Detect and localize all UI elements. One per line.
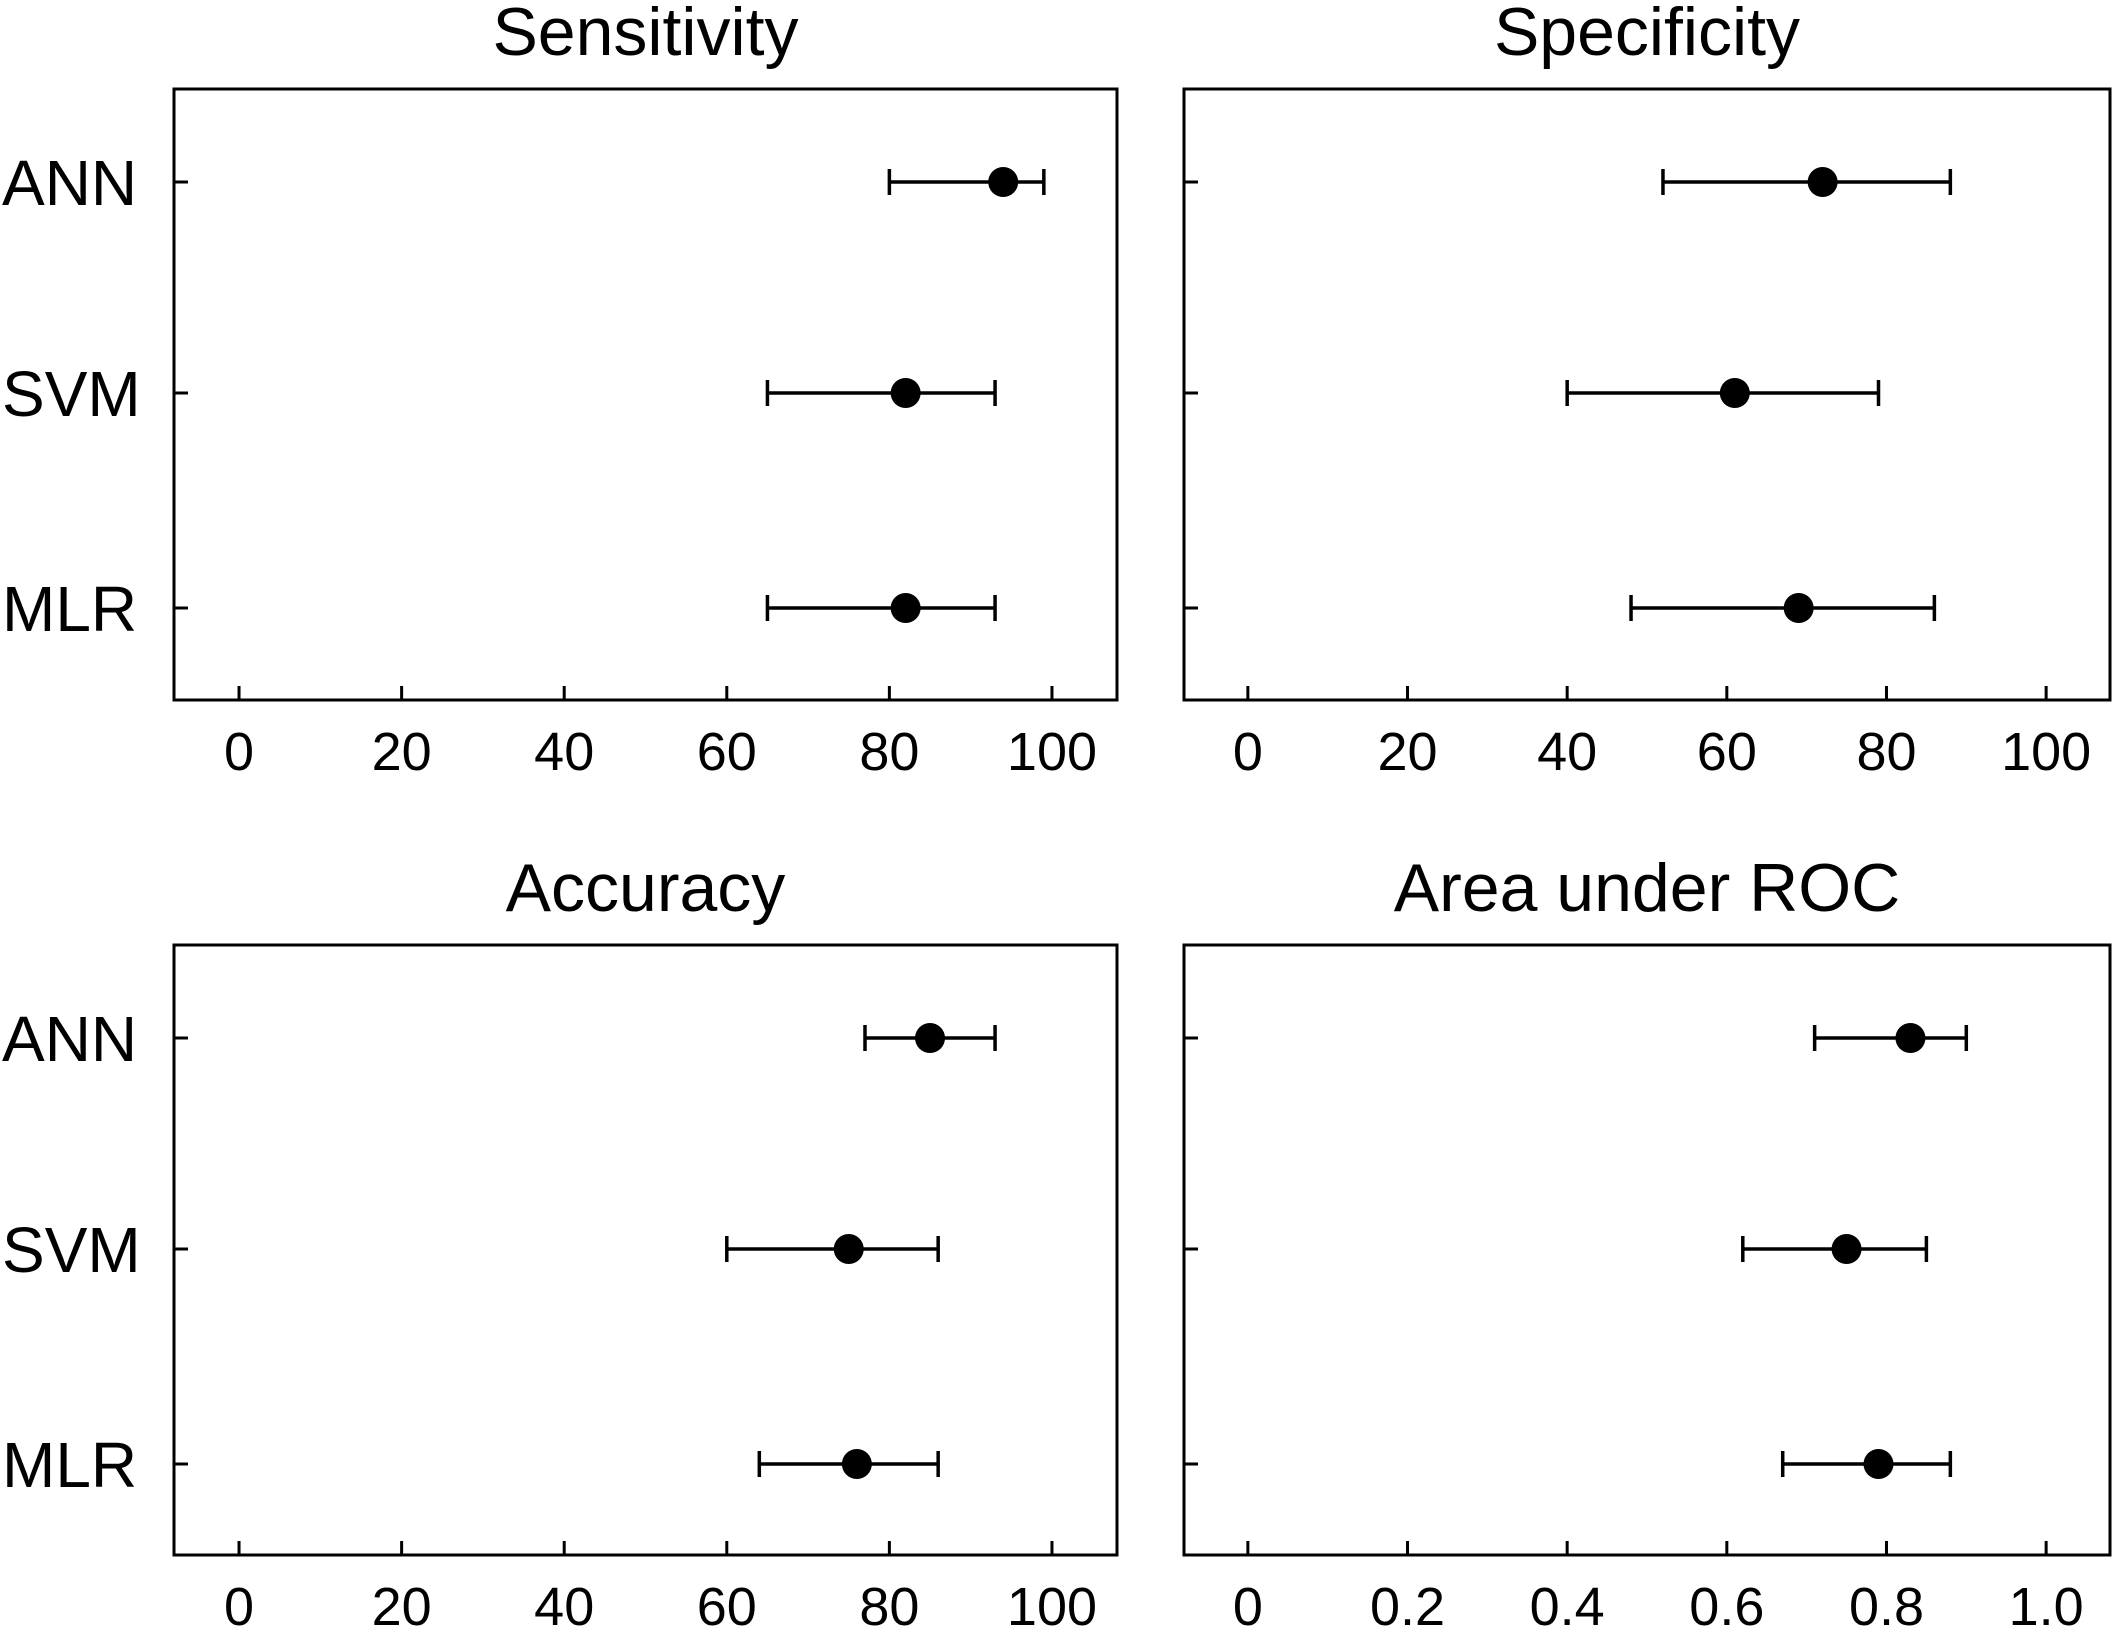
data-point-ann	[1895, 1023, 1926, 1053]
panel-title: Area under ROC	[1394, 850, 1900, 926]
x-tick-label: 40	[1537, 722, 1597, 782]
x-tick-label: 100	[1007, 1577, 1097, 1632]
panel-title: Accuracy	[506, 850, 786, 926]
data-point-mlr	[890, 593, 921, 623]
data-point-mlr	[1783, 593, 1814, 623]
x-tick-label: 100	[2001, 722, 2091, 782]
x-tick-label: 80	[1856, 722, 1916, 782]
chart-panel-1: Sensitivity 0 20 40 60 80 100 ANN SVM MLR	[2, 0, 1119, 782]
data-point-ann	[915, 1023, 946, 1053]
x-tick-label: 0.4	[1530, 1577, 1605, 1632]
data-point-svm	[1719, 378, 1750, 408]
chart-panel-2: Specificity 0 20 40 60 80 100	[1182, 0, 2112, 782]
data-point-svm	[890, 378, 921, 408]
x-tick-label: 60	[697, 1577, 757, 1632]
data-point-svm	[1831, 1234, 1862, 1264]
x-tick-label: 40	[534, 722, 594, 782]
x-tick-label: 40	[534, 1577, 594, 1632]
category-label-mlr: MLR	[2, 573, 137, 645]
panel-title: Specificity	[1494, 0, 1800, 70]
category-label-ann: ANN	[2, 1003, 137, 1075]
x-tick-label: 0.2	[1370, 1577, 1445, 1632]
x-tick-label: 60	[1697, 722, 1757, 782]
chart-panel-4: Area under ROC 0 0.2 0.4 0.6 0.8 1.0	[1182, 850, 2112, 1632]
x-tick-label: 20	[372, 722, 432, 782]
x-tick-label: 100	[1007, 722, 1097, 782]
x-tick-label: 0	[224, 722, 254, 782]
panel-title: Sensitivity	[492, 0, 798, 70]
x-tick-label: 20	[1377, 722, 1437, 782]
x-tick-label: 20	[372, 1577, 432, 1632]
chart-panel-3: Accuracy 0 20 40 60 80 100 ANN SVM MLR	[2, 850, 1119, 1632]
plot-frame	[1182, 943, 2112, 1557]
x-tick-label: 60	[697, 722, 757, 782]
x-tick-label: 80	[859, 1577, 919, 1632]
data-point-ann	[988, 167, 1019, 197]
category-label-svm: SVM	[2, 1214, 141, 1286]
x-tick-label: 0.6	[1689, 1577, 1764, 1632]
data-point-mlr	[1863, 1449, 1894, 1479]
data-point-ann	[1807, 167, 1838, 197]
x-tick-label: 1.0	[2009, 1577, 2084, 1632]
x-tick-label: 0	[1233, 1577, 1263, 1632]
x-tick-label: 0	[1233, 722, 1263, 782]
x-tick-label: 0.8	[1849, 1577, 1924, 1632]
data-point-mlr	[841, 1449, 872, 1479]
x-tick-label: 80	[859, 722, 919, 782]
category-label-ann: ANN	[2, 147, 137, 219]
category-label-svm: SVM	[2, 358, 141, 430]
category-label-mlr: MLR	[2, 1429, 137, 1501]
data-point-svm	[833, 1234, 864, 1264]
x-tick-label: 0	[224, 1577, 254, 1632]
